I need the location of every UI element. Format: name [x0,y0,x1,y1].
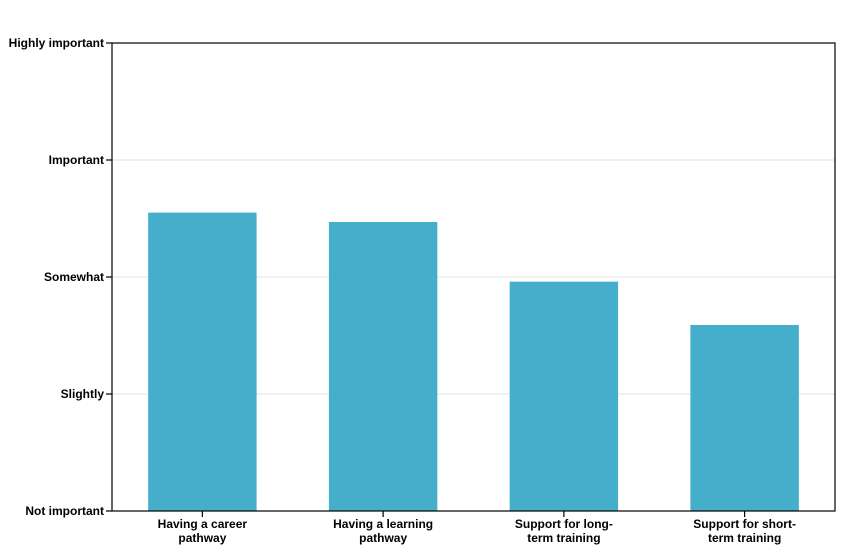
y-tick-label: Highly important [9,36,104,50]
y-tick-label: Slightly [61,387,105,401]
y-tick-label: Not important [25,504,104,518]
bars [148,212,799,511]
x-tick-label-line: pathway [178,531,226,545]
x-tick-label-line: term training [527,531,600,545]
x-tick-label: Support for short-term training [693,517,796,545]
x-tick-label-line: term training [708,531,781,545]
x-tick-label-line: pathway [359,531,407,545]
bar [509,281,619,511]
y-tick-label: Important [49,153,104,167]
x-tick-label: Having a learning pathway [333,517,433,545]
x-tick-label-line: Support for long- [515,517,613,531]
x-tick-label-line: Having a learning [333,517,433,531]
bar [148,212,257,511]
bar [690,324,799,511]
y-tick-label: Somewhat [44,270,104,284]
x-tick-label-line: Having a career [158,517,248,531]
x-tick-label: Support for long-term training [515,517,613,545]
y-axis: Not important Slightly Somewhat Important Hi… [9,36,112,518]
x-tick-label: Having a career pathway [158,517,248,545]
x-tick-label-line: Support for short- [693,517,796,531]
bar [328,222,438,511]
